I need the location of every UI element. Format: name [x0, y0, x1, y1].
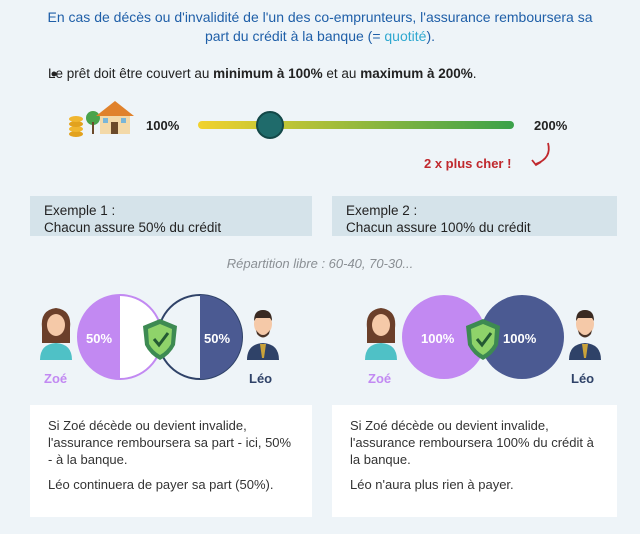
- coverage-bar: [198, 121, 514, 129]
- share-label: 100%: [503, 331, 537, 346]
- arrow: [535, 142, 550, 165]
- example-header: Exemple 2 : Chacun assure 100% du crédit: [332, 196, 617, 236]
- split-note: Répartition libre : 60-40, 70-30...: [226, 256, 414, 271]
- min-label: 100%: [146, 118, 180, 133]
- paragraph: Léo continuera de payer sa part (50%).: [48, 477, 274, 492]
- example-2-graphic: [365, 295, 601, 379]
- bullet-text: Le prêt doit être couvert au: [48, 66, 214, 81]
- example-subtitle: Chacun assure 50% du crédit: [44, 220, 222, 235]
- example-header: Exemple 1 : Chacun assure 50% du crédit: [30, 196, 312, 236]
- bullet-bold: maximum à 200%: [360, 66, 473, 81]
- paragraph: Si Zoé décède ou devient invalide, l'ass…: [350, 418, 594, 467]
- bullet-text: et au: [322, 66, 361, 81]
- slider-knob: [256, 111, 284, 139]
- intro-text: En cas de décès ou d'invalidité de l'un …: [47, 9, 593, 44]
- example-text: Si Zoé décède ou devient invalide, l'ass…: [30, 405, 312, 517]
- example-text: Si Zoé décède ou devient invalide, l'ass…: [332, 405, 617, 517]
- bullet-text: .: [472, 66, 477, 81]
- person-name: Léo: [571, 371, 595, 386]
- share-label: 50%: [86, 331, 113, 346]
- intro-text: ).: [426, 28, 435, 44]
- price-note: 2 x plus cher !: [424, 156, 512, 171]
- house-icon: [86, 101, 134, 134]
- example-title: Exemple 1 :: [44, 203, 116, 218]
- example-1-graphic: [40, 294, 279, 380]
- paragraph: Léo n'aura plus rien à payer.: [350, 477, 514, 492]
- bullet-bold: minimum à 100%: [213, 66, 323, 81]
- coins-icon: [69, 116, 83, 137]
- share-label: 100%: [421, 331, 455, 346]
- max-label: 200%: [534, 118, 568, 133]
- example-title: Exemple 2 :: [346, 203, 418, 218]
- person-name: Zoé: [368, 371, 392, 386]
- person-name: Zoé: [44, 371, 68, 386]
- intro-highlight: quotité: [384, 28, 427, 44]
- person-name: Léo: [249, 371, 273, 386]
- paragraph: Si Zoé décède ou devient invalide, l'ass…: [48, 418, 292, 467]
- share-label: 50%: [204, 331, 231, 346]
- bullet: Le prêt doit être couvert au minimum à 1…: [48, 66, 477, 81]
- example-subtitle: Chacun assure 100% du crédit: [346, 220, 531, 235]
- intro: En cas de décès ou d'invalidité de l'un …: [40, 8, 600, 46]
